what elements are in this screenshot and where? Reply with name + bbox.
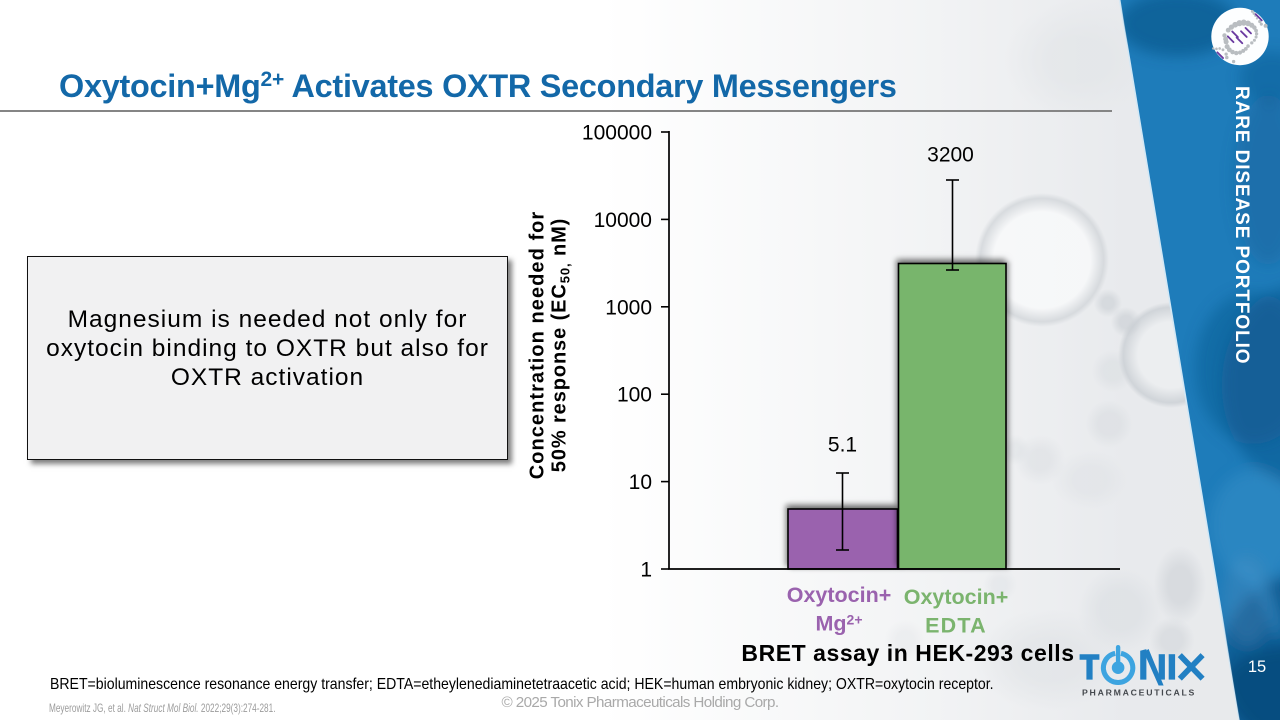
- svg-text:100000: 100000: [582, 122, 652, 145]
- svg-text:PHARMACEUTICALS: PHARMACEUTICALS: [1082, 688, 1196, 698]
- svg-text:50% response (EC50, nM): 50% response (EC50, nM): [549, 218, 573, 472]
- svg-text:Concentration needed for: Concentration needed for: [527, 211, 549, 480]
- svg-text:10: 10: [629, 471, 652, 494]
- svg-text:1000: 1000: [605, 296, 652, 319]
- svg-text:3200: 3200: [927, 144, 974, 167]
- svg-text:Mg2+: Mg2+: [815, 612, 862, 636]
- svg-text:BRET assay in HEK-293 cells: BRET assay in HEK-293 cells: [741, 640, 1074, 666]
- svg-text:1: 1: [640, 559, 652, 582]
- svg-text:Oxytocin+: Oxytocin+: [787, 583, 892, 607]
- svg-text:5.1: 5.1: [828, 434, 857, 457]
- svg-text:10000: 10000: [594, 209, 652, 232]
- svg-text:Oxytocin+: Oxytocin+: [904, 585, 1009, 609]
- svg-text:EDTA: EDTA: [925, 614, 987, 638]
- svg-text:100: 100: [617, 384, 652, 407]
